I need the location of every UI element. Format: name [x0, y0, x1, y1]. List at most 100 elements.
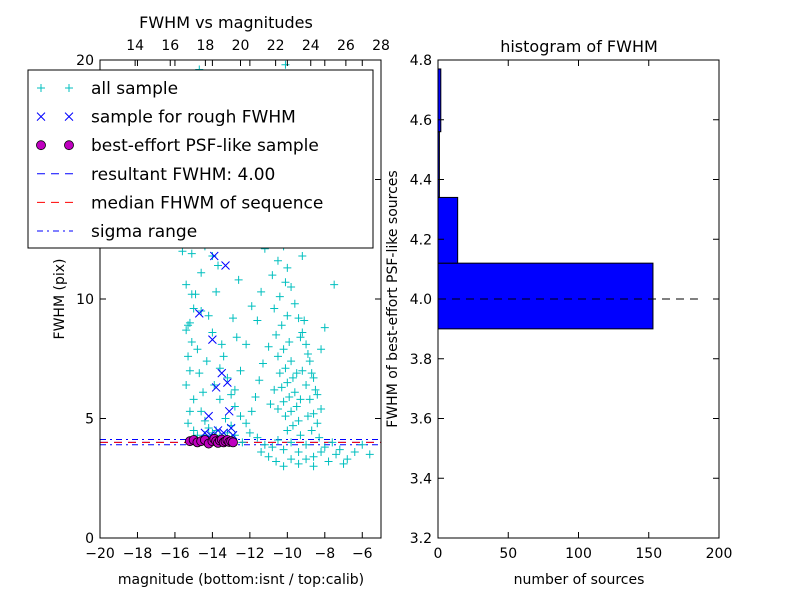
data-point [221, 414, 230, 423]
top-tick-label: 18 [196, 38, 214, 54]
data-point [264, 452, 273, 461]
data-point [232, 333, 241, 342]
y-tick-label: 10 [76, 292, 94, 308]
data-point [277, 383, 286, 392]
y-tick-label: 4.8 [410, 53, 432, 69]
data-point [287, 438, 296, 447]
data-point [317, 345, 326, 354]
y-tick-label: 3.8 [410, 352, 432, 368]
data-point [204, 424, 213, 433]
y-tick-label: 3.4 [410, 471, 432, 487]
data-point [197, 268, 206, 277]
legend-label: all sample [91, 79, 178, 99]
legend-box [27, 69, 374, 249]
data-point [191, 290, 200, 299]
top-tick-label: 28 [372, 38, 390, 54]
top-tick-label: 20 [232, 38, 250, 54]
data-point [182, 280, 191, 289]
legend-label: resultant FWHM: 4.00 [91, 165, 275, 185]
top-tick-label: 24 [302, 38, 320, 54]
data-point [296, 431, 305, 440]
data-point [245, 428, 254, 437]
data-point [238, 438, 247, 447]
data-point [213, 426, 223, 435]
data-point [189, 304, 198, 313]
data-point [275, 292, 284, 301]
data-point [298, 328, 307, 337]
data-point [236, 366, 245, 375]
histogram-ylabel: FWHM of best-effort PSF-like sources [385, 170, 401, 427]
data-point [187, 338, 196, 347]
data-point [313, 390, 322, 399]
legend-entry: sample for rough FWHM [36, 108, 296, 128]
x-tick-label: −6 [352, 546, 373, 562]
y-tick-label: 4.2 [410, 232, 432, 248]
legend-marker [36, 112, 46, 121]
data-point [302, 455, 311, 464]
legend-label: sigma range [91, 222, 197, 242]
data-point [281, 60, 290, 69]
data-point [290, 299, 299, 308]
data-point [313, 419, 322, 428]
data-point [288, 373, 297, 382]
data-point [257, 447, 266, 456]
data-point [287, 357, 296, 366]
data-point [247, 302, 256, 311]
x-tick-label: 0 [434, 546, 443, 562]
data-point [279, 345, 288, 354]
data-point [287, 455, 296, 464]
data-point [294, 314, 303, 323]
data-point [184, 419, 193, 428]
data-point [234, 275, 243, 284]
data-point [268, 271, 277, 280]
histogram-xlabel: number of sources [514, 572, 645, 588]
data-point [258, 359, 267, 368]
data-point [219, 352, 228, 361]
top-tick-label: 22 [267, 38, 285, 54]
legend-marker [65, 84, 73, 92]
legend: all sample sample for rough FWHM best-effo… [27, 69, 374, 249]
data-point [273, 404, 282, 413]
data-point [328, 438, 337, 447]
top-tick-label: 26 [337, 38, 355, 54]
data-point [227, 390, 236, 399]
data-point [296, 333, 305, 342]
data-point [279, 445, 288, 454]
legend-marker [64, 140, 74, 151]
data-point [309, 452, 318, 461]
data-point [224, 406, 234, 416]
data-point [302, 340, 311, 349]
data-point [208, 328, 217, 337]
data-point [273, 256, 282, 265]
y-tick-label: 4.6 [410, 113, 432, 129]
data-point [182, 326, 191, 335]
data-point [223, 378, 232, 388]
data-point [283, 311, 292, 320]
data-point [230, 385, 239, 394]
data-point [317, 447, 326, 456]
data-point [307, 369, 316, 378]
data-point [320, 443, 329, 452]
data-point [236, 412, 245, 421]
data-point [350, 447, 359, 456]
y-tick-label: 5 [85, 412, 94, 428]
y-tick-label: 20 [76, 53, 94, 69]
data-point [228, 437, 238, 448]
data-point [277, 321, 286, 330]
data-point [285, 338, 294, 347]
data-point [204, 311, 213, 320]
data-point [194, 308, 204, 318]
scatter-title: FWHM vs magnitudes [139, 13, 313, 32]
data-point [189, 426, 198, 435]
data-point [217, 368, 227, 378]
data-point [296, 395, 305, 404]
data-point [281, 364, 290, 373]
legend-entry: median FHWM of sequence [37, 193, 323, 213]
data-point [184, 352, 193, 361]
data-point [200, 416, 209, 425]
histogram-chart: histogram of FWHM 0 50 100 150 200 3.2 3.4 3.6… [385, 37, 732, 588]
data-point [209, 251, 219, 261]
data-point [365, 450, 374, 459]
y-tick-label: 3.6 [410, 412, 432, 428]
